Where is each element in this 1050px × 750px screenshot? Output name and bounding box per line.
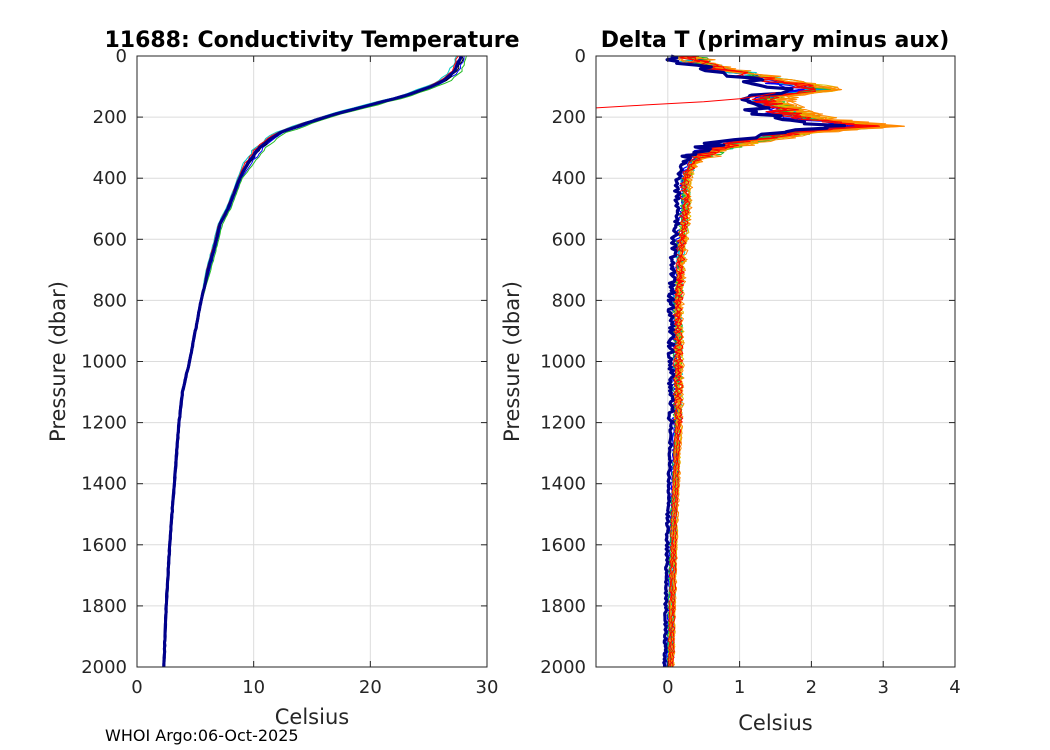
x-tick-label: 2: [806, 677, 817, 698]
series-line-orange: [670, 55, 889, 668]
y-tick-label: 1200: [81, 413, 127, 434]
y-tick-label: 1200: [540, 413, 586, 434]
y-tick-label: 800: [93, 290, 127, 311]
y-tick-label: 1400: [81, 474, 127, 495]
y-tick-label: 1600: [540, 535, 586, 556]
series-line-red: [667, 55, 865, 668]
y-tick-label: 200: [93, 107, 127, 128]
y-tick-label: 1600: [81, 535, 127, 556]
y-tick-label: 800: [552, 290, 586, 311]
series-line-navy-main: [162, 55, 463, 668]
x-tick-label: 3: [877, 677, 888, 698]
y-axis-label: Pressure (dbar): [500, 281, 524, 442]
y-tick-label: 600: [552, 229, 586, 250]
x-tick-label: 1: [734, 677, 745, 698]
chart-title: Delta T (primary minus aux): [601, 28, 950, 53]
x-tick-label: 0: [662, 677, 673, 698]
y-tick-label: 1000: [540, 352, 586, 373]
left-plot-conductivity-temperature: 0 10 20 30 0 200 400 600 800 1000 1200 1400 1600 1800…: [46, 28, 520, 729]
footer-credit: WHOI Argo:06-Oct-2025: [105, 726, 299, 745]
right-plot-delta-t: 0 1 2 3 4 0 200 400 600 800 1000 1200 1400 1600 1800 20…: [500, 28, 961, 735]
y-tick-label: 2000: [81, 657, 127, 678]
chart-title: 11688: Conductivity Temperature: [104, 28, 519, 53]
y-tick-label: 0: [575, 46, 586, 67]
y-tick-label: 1000: [81, 352, 127, 373]
y-tick-label: 2000: [540, 657, 586, 678]
x-tick-label: 20: [359, 677, 382, 698]
y-tick-label: 0: [116, 46, 127, 67]
x-tick-label: 10: [242, 677, 265, 698]
x-tick-label: 4: [949, 677, 960, 698]
x-tick-label: 0: [131, 677, 142, 698]
y-axis-label: Pressure (dbar): [46, 281, 70, 442]
y-tick-label: 600: [93, 229, 127, 250]
y-tick-label: 400: [93, 168, 127, 189]
x-axis-label: Celsius: [738, 711, 812, 735]
x-axis-label: Celsius: [275, 705, 349, 729]
y-tick-label: 1400: [540, 474, 586, 495]
y-tick-label: 1800: [540, 596, 586, 617]
series-line-navy-bold: [662, 54, 847, 668]
y-tick-label: 1800: [81, 596, 127, 617]
series-line-red-spike: [595, 92, 776, 109]
y-tick-label: 200: [552, 107, 586, 128]
y-tick-label: 400: [552, 168, 586, 189]
x-tick-label: 30: [476, 677, 499, 698]
